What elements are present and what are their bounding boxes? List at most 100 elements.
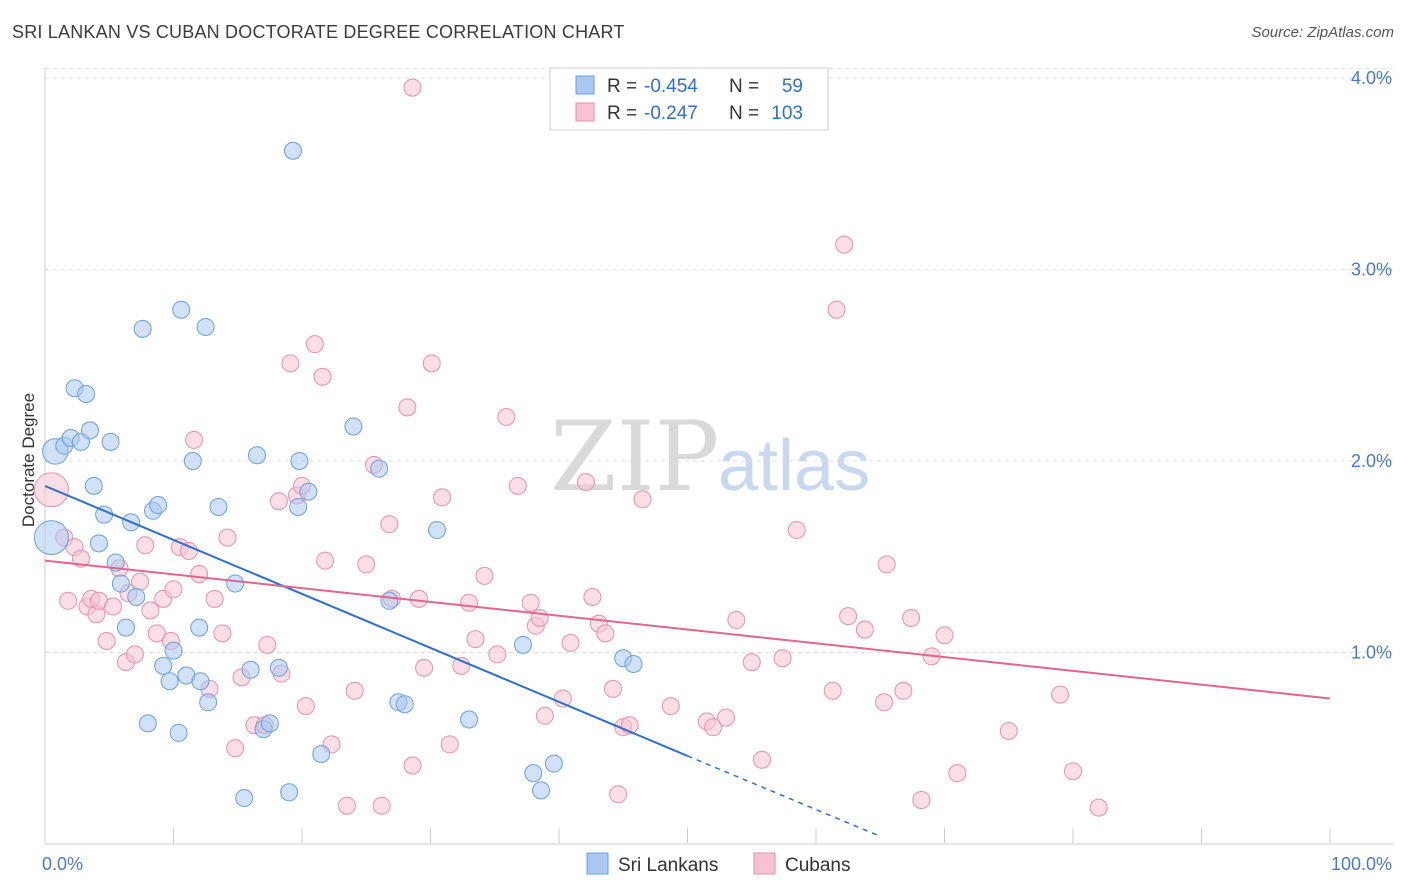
point-cuban-9 <box>97 632 116 651</box>
point-cuban-89 <box>787 520 806 539</box>
point-cuban-10 <box>104 597 123 616</box>
point-cuban-45 <box>337 796 356 815</box>
point-cuban-23 <box>179 542 198 561</box>
point-sri-20 <box>149 496 168 515</box>
point-sri-40 <box>284 141 303 160</box>
point-cuban-16 <box>136 536 155 555</box>
legend-r-value-cuban: -0.247 <box>644 103 698 124</box>
point-sri-32 <box>226 574 245 593</box>
point-cuban-96 <box>877 555 896 574</box>
y-axis-title: Doctorate Degree <box>19 393 38 527</box>
point-cuban-97 <box>894 681 913 700</box>
point-sri-28 <box>190 618 209 637</box>
point-sri-41 <box>290 452 309 470</box>
y-tick-label-3: 4.0% <box>1351 68 1392 88</box>
bottom-legend-label-cuban: Cubans <box>785 855 851 876</box>
point-sri-29 <box>196 317 215 336</box>
point-cuban-94 <box>855 620 874 639</box>
y-tick-label-1: 2.0% <box>1351 451 1392 471</box>
point-cuban-92 <box>835 235 854 254</box>
legend-n-label-sri: N = <box>729 76 759 97</box>
legend-swatch-cuban <box>575 102 595 122</box>
point-sri-24 <box>169 723 188 742</box>
point-cuban-76 <box>603 679 622 698</box>
point-cuban-72 <box>576 473 595 492</box>
point-cuban-99 <box>912 790 931 809</box>
point-cuban-62 <box>475 566 494 585</box>
point-sri-55 <box>544 754 563 773</box>
point-cuban-25 <box>190 564 209 583</box>
point-cuban-18 <box>147 624 166 643</box>
point-cuban-105 <box>1064 762 1082 781</box>
point-cuban-50 <box>380 515 399 534</box>
watermark-atlas: atlas <box>718 426 870 506</box>
point-sri-31 <box>209 497 228 516</box>
point-sri-18 <box>138 714 157 733</box>
point-sri-14 <box>116 618 135 637</box>
point-sri-47 <box>380 591 399 610</box>
point-cuban-54 <box>409 589 428 608</box>
point-cuban-103 <box>999 722 1018 741</box>
point-sri-50 <box>427 520 446 539</box>
point-cuban-101 <box>935 626 954 645</box>
point-cuban-14 <box>125 645 144 664</box>
trend-line-sri <box>44 484 688 757</box>
legend-r-label-cuban: R = <box>607 103 637 124</box>
point-sri-17 <box>133 319 152 338</box>
point-cuban-30 <box>226 739 245 758</box>
point-cuban-4 <box>71 549 90 568</box>
point-sri-45 <box>344 417 363 436</box>
point-cuban-85 <box>727 610 746 629</box>
point-sri-6 <box>77 384 96 403</box>
point-cuban-66 <box>521 593 540 612</box>
point-cuban-81 <box>661 697 680 716</box>
point-sri-33 <box>235 789 254 808</box>
chart-source: Source: ZipAtlas.com <box>1251 24 1394 41</box>
point-cuban-98 <box>902 609 921 628</box>
point-cuban-35 <box>269 492 288 511</box>
point-cuban-46 <box>345 681 364 700</box>
point-sri-52 <box>514 635 533 654</box>
point-cuban-43 <box>316 551 335 570</box>
point-cuban-69 <box>535 706 554 725</box>
point-sri-9 <box>89 534 108 553</box>
point-cuban-37 <box>281 354 300 373</box>
point-cuban-75 <box>596 624 615 643</box>
point-cuban-65 <box>508 476 527 495</box>
point-cuban-60 <box>460 593 479 612</box>
point-sri-57 <box>624 654 643 673</box>
legend-n-value-cuban: 103 <box>771 103 803 124</box>
point-cuban-95 <box>875 693 894 712</box>
point-sri-37 <box>260 714 279 733</box>
point-cuban-64 <box>497 407 516 426</box>
point-cuban-90 <box>823 681 842 700</box>
point-cuban-77 <box>609 785 628 804</box>
point-sri-39 <box>280 783 299 802</box>
point-sri-46 <box>370 459 389 478</box>
point-sri-53 <box>524 764 543 783</box>
point-cuban-28 <box>213 624 232 643</box>
point-cuban-41 <box>305 335 324 354</box>
point-cuban-88 <box>773 649 792 668</box>
point-cuban-80 <box>633 490 652 509</box>
point-sri-38 <box>269 658 288 677</box>
legend-r-label-sri: R = <box>607 76 637 97</box>
point-cuban-52 <box>398 398 417 417</box>
point-cuban-49 <box>372 796 391 815</box>
point-sri-51 <box>460 710 479 729</box>
point-cuban-17 <box>141 601 160 620</box>
point-cuban-27 <box>205 589 224 608</box>
point-sri-34 <box>241 660 260 679</box>
bottom-legend-swatch-cuban <box>753 852 776 875</box>
point-cuban-106 <box>1089 798 1108 817</box>
point-cuban-21 <box>164 580 183 599</box>
point-cuban-0 <box>33 472 69 508</box>
point-cuban-93 <box>839 607 858 626</box>
point-cuban-15 <box>131 572 150 591</box>
point-cuban-24 <box>185 430 204 449</box>
point-sri-44 <box>312 744 331 763</box>
point-cuban-29 <box>218 528 237 547</box>
point-cuban-55 <box>415 658 434 677</box>
point-sri-13 <box>111 574 130 593</box>
